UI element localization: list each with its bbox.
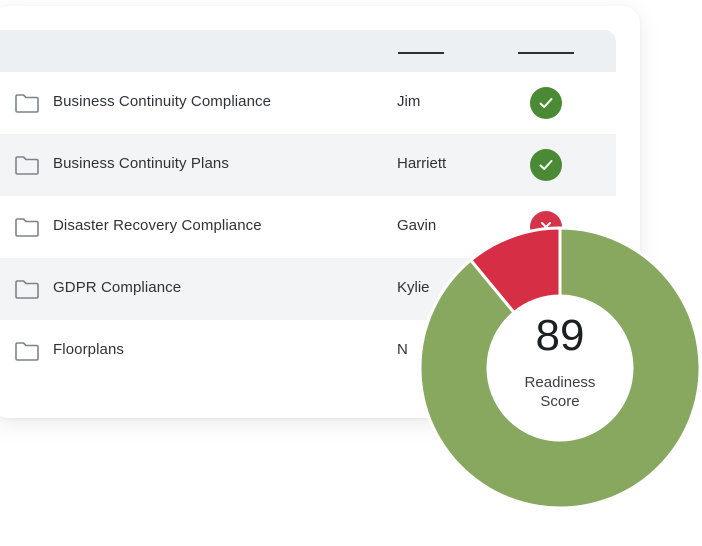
readiness-score-donut: 89 Readiness Score (418, 226, 702, 510)
table-row[interactable]: Business Continuity Plans Harriett (0, 134, 616, 196)
folder-name[interactable]: Business Continuity Compliance (53, 93, 272, 110)
readiness-label: Readiness (524, 374, 596, 391)
readiness-donut-chart (418, 226, 702, 510)
owner-column-header[interactable] (398, 52, 444, 54)
ready-segment (418, 226, 702, 510)
not-ready-segment (468, 226, 562, 315)
status-column-header[interactable] (518, 52, 574, 54)
status-check-icon (530, 149, 562, 181)
table-header (0, 30, 616, 72)
owner-name: Harriett (397, 155, 447, 172)
owner-name: Jim (397, 93, 421, 110)
folder-name[interactable]: Floorplans (53, 341, 125, 358)
folder-name[interactable]: Disaster Recovery Compliance (53, 217, 262, 234)
table-row[interactable]: Business Continuity Compliance Jim (0, 72, 616, 134)
owner-name: N (397, 341, 408, 358)
folder-icon (14, 153, 40, 177)
donut-center (489, 297, 631, 439)
owner-name: Gavin (397, 217, 437, 234)
readiness-label-score: Score (540, 393, 580, 410)
readiness-score-value: 89 (535, 311, 585, 360)
folder-icon (14, 91, 40, 115)
folder-icon (14, 277, 40, 301)
folder-name[interactable]: Business Continuity Plans (53, 155, 229, 172)
folder-icon (14, 339, 40, 363)
status-check-icon (530, 87, 562, 119)
folder-name[interactable]: GDPR Compliance (53, 279, 182, 296)
folder-icon (14, 215, 40, 239)
owner-name: Kylie (397, 279, 430, 296)
